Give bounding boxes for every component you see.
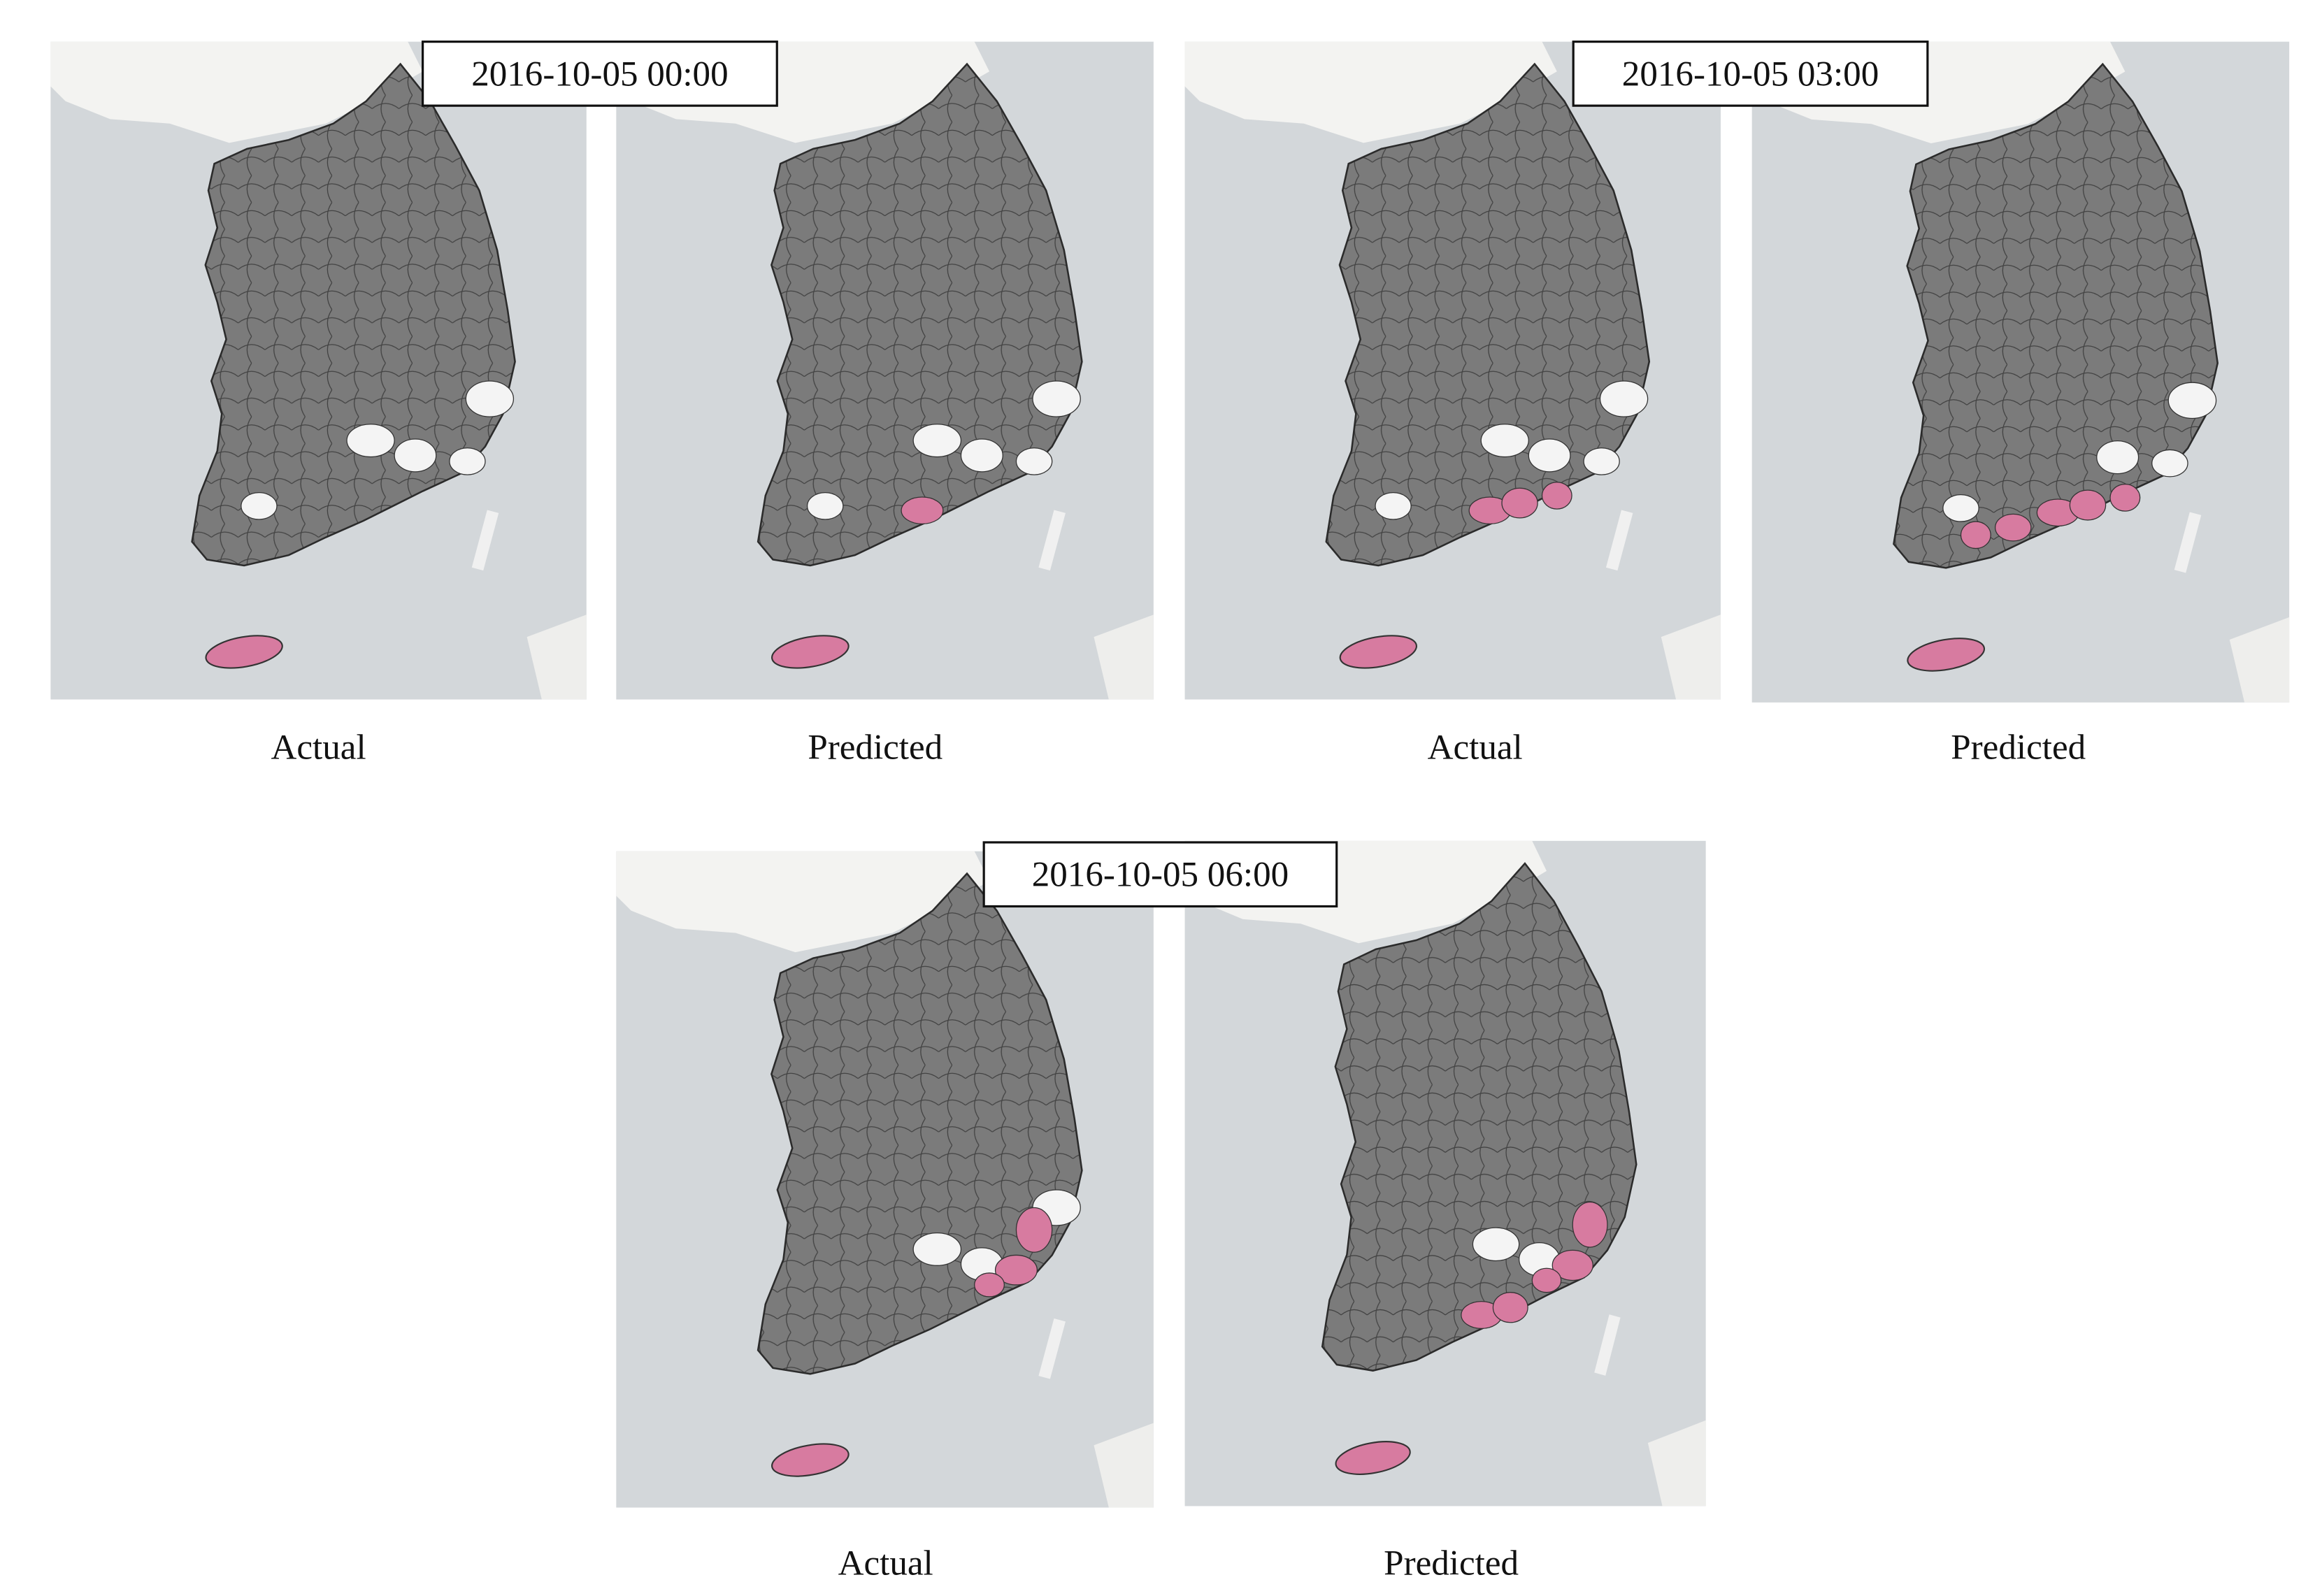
japan-land (1094, 1423, 1154, 1508)
island (1605, 510, 1633, 571)
timestamp-box (982, 841, 1338, 908)
jeju (205, 635, 283, 669)
japan-land (1647, 1420, 1706, 1507)
island (1038, 510, 1066, 571)
region (974, 1272, 1005, 1297)
map-caption: Predicted (1384, 1543, 1519, 1583)
map-caption: Actual (271, 728, 366, 768)
region (912, 424, 962, 458)
region (1942, 494, 1979, 522)
region (2096, 440, 2140, 475)
region (994, 1254, 1038, 1286)
region (1994, 513, 2032, 542)
timestamp: 2016-10-05 00:00 (471, 54, 728, 94)
region (1015, 447, 1053, 475)
jeju (1335, 1441, 1411, 1475)
map (1751, 41, 2290, 703)
timestamp-box (1572, 41, 1929, 107)
map (1184, 840, 1706, 1507)
region (241, 492, 278, 520)
region (1472, 1227, 1520, 1262)
region (1531, 1267, 1562, 1293)
region (2109, 483, 2141, 512)
region (465, 380, 515, 417)
region (1032, 380, 1081, 417)
island (2174, 512, 2202, 573)
japan-land (526, 614, 587, 700)
jeju (1907, 638, 1986, 672)
map-caption: Predicted (808, 728, 943, 768)
region (1528, 438, 1571, 473)
map-caption: Actual (838, 1543, 933, 1583)
region (1541, 482, 1572, 510)
island (471, 510, 499, 571)
region (1492, 1292, 1528, 1323)
region (2151, 449, 2188, 477)
timestamp: 2016-10-05 03:00 (1622, 54, 1879, 94)
region (346, 424, 395, 458)
map (1184, 41, 1721, 700)
timestamp-box (421, 41, 778, 107)
map-caption: Actual (1428, 728, 1523, 768)
timestamp: 2016-10-05 06:00 (1032, 855, 1289, 895)
region (1501, 487, 1538, 519)
region (1015, 1207, 1053, 1253)
jeju (771, 635, 850, 669)
region (1583, 447, 1620, 475)
region (912, 1232, 962, 1266)
region (449, 447, 486, 475)
japan-land (1094, 614, 1154, 700)
region (2167, 382, 2217, 419)
region (1480, 424, 1529, 458)
region (1599, 380, 1649, 417)
island (1038, 1318, 1066, 1379)
region (1551, 1249, 1593, 1281)
region (960, 438, 1003, 473)
map-caption: Predicted (1951, 728, 2086, 768)
region (1572, 1201, 1608, 1248)
region (2069, 489, 2107, 521)
region (806, 492, 844, 520)
map (616, 851, 1154, 1508)
jeju (771, 1443, 850, 1477)
region (394, 438, 437, 473)
japan-land (2229, 617, 2290, 703)
region (1960, 521, 1991, 549)
region (1375, 492, 1412, 520)
japan-land (1661, 614, 1721, 700)
map (50, 41, 587, 700)
jeju (1339, 635, 1418, 669)
island (1594, 1314, 1621, 1376)
map (616, 41, 1154, 700)
region (901, 496, 944, 525)
